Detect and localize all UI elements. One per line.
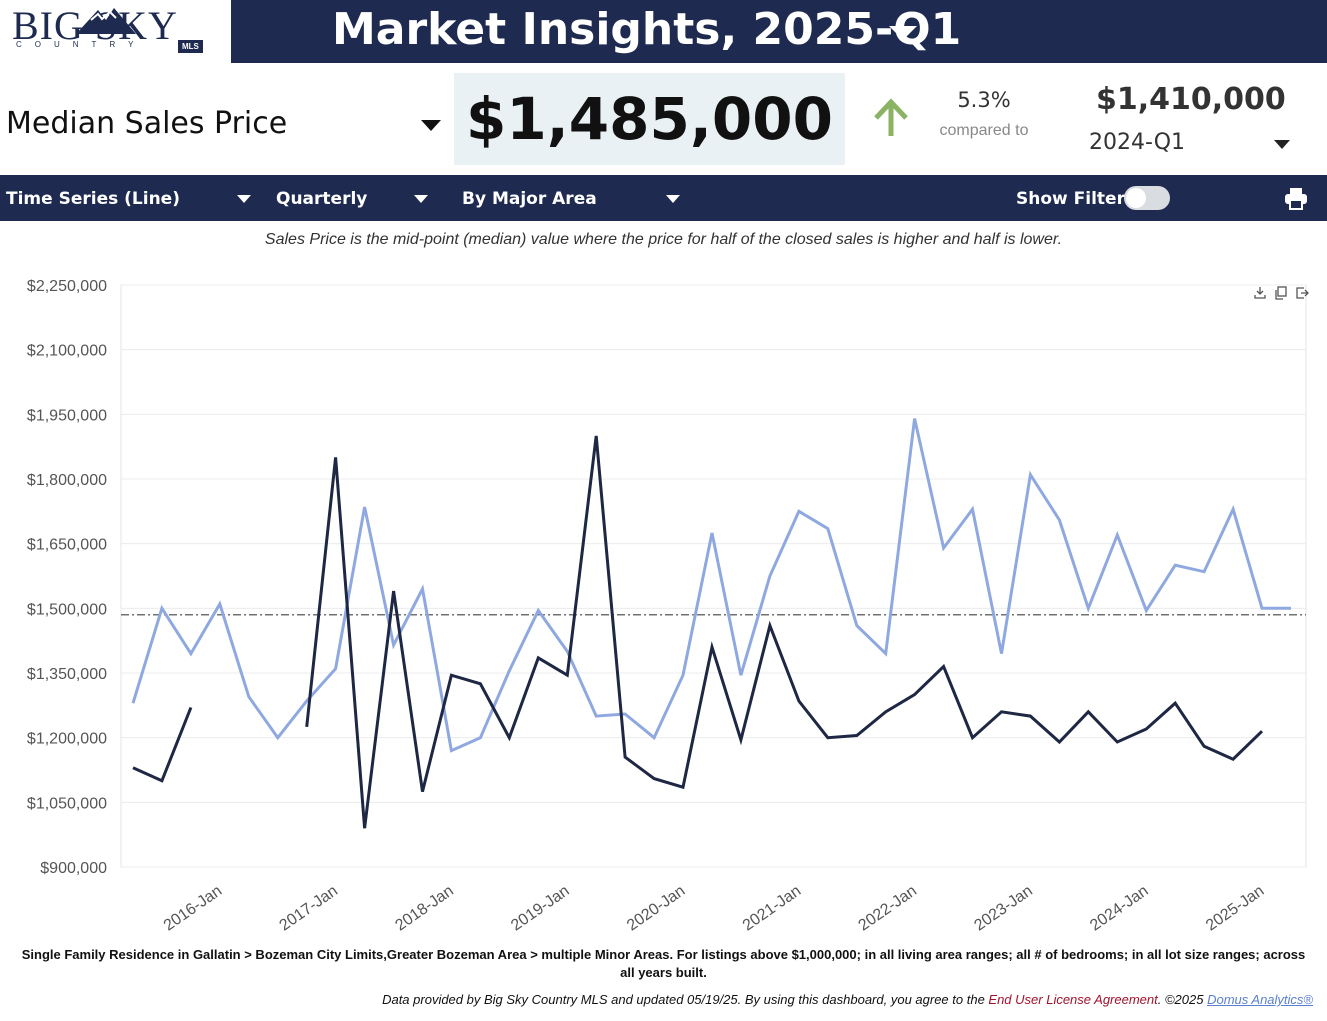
kpi-value-box: $1,485,000 (454, 73, 845, 165)
interval-dropdown[interactable]: Quarterly (266, 175, 440, 221)
x-tick-label: 2022-Jan (856, 882, 920, 934)
series-2-line (132, 706, 193, 783)
metric-label: Median Sales Price (6, 106, 288, 141)
trend-up-arrow-icon (874, 98, 908, 136)
comparison-period-label: 2024-Q1 (1089, 130, 1186, 155)
show-filters-label: Show Filters: (1016, 189, 1142, 209)
plot-area (120, 284, 1307, 868)
chevron-down-icon (421, 120, 441, 131)
chevron-down-icon (414, 195, 428, 203)
export-icon[interactable] (1295, 286, 1309, 300)
credit-copyright: . ©2025 (1157, 992, 1208, 1007)
logo-subtitle: COUNTRY (16, 40, 147, 49)
metric-description: Sales Price is the mid-point (median) va… (264, 231, 1063, 248)
filter-summary: Single Family Residence in Gallatin > Bo… (21, 947, 1306, 980)
domus-analytics-link[interactable]: Domus Analytics® (1207, 992, 1313, 1007)
x-tick-label: 2018-Jan (392, 882, 456, 934)
x-tick-label: 2016-Jan (161, 882, 225, 934)
y-tick-label: $1,950,000 (27, 407, 107, 424)
comparison-value: $1,410,000 (1096, 82, 1286, 117)
print-icon[interactable] (1284, 186, 1308, 210)
x-tick-label: 2019-Jan (508, 882, 572, 934)
interval-label: Quarterly (276, 189, 368, 209)
grouping-label: By Major Area (462, 189, 597, 209)
x-tick-label: 2021-Jan (740, 882, 804, 934)
metric-dropdown[interactable]: Median Sales Price (0, 70, 450, 175)
compared-to-label: compared to (939, 122, 1029, 139)
series-1-line (131, 418, 1291, 753)
y-tick-label: $2,100,000 (27, 343, 107, 360)
change-percent: 5.3% (957, 88, 1011, 112)
top-bar: BIG SKY COUNTRY MLS Market Insights, 202… (0, 0, 1327, 63)
y-tick-label: $1,350,000 (27, 666, 107, 683)
x-tick-label: 2017-Jan (277, 882, 341, 934)
chart-type-dropdown[interactable]: Time Series (Line) (0, 175, 262, 221)
data-credit: Data provided by Big Sky Country MLS and… (382, 992, 1313, 1007)
copy-icon[interactable] (1274, 286, 1288, 300)
y-tick-label: $1,200,000 (27, 731, 107, 748)
x-tick-label: 2025-Jan (1203, 882, 1267, 934)
show-filters-toggle[interactable] (1124, 186, 1170, 210)
x-tick-label: 2020-Jan (624, 882, 688, 934)
download-icon[interactable] (1253, 286, 1267, 300)
page-title: Market Insights, 2025-Q1 (332, 4, 962, 55)
chart-type-label: Time Series (Line) (6, 189, 180, 209)
mountain-icon (76, 8, 136, 34)
eula-link[interactable]: End User License Agreement (988, 992, 1158, 1007)
chevron-down-icon (666, 195, 680, 203)
chevron-down-icon (237, 195, 251, 203)
y-tick-label: $1,800,000 (27, 472, 107, 489)
time-series-chart: $900,000 $1,050,000 $1,200,000 $1,350,000 $1… (27, 278, 1307, 935)
x-tick-label: 2024-Jan (1087, 882, 1151, 934)
chevron-down-icon (1274, 140, 1290, 149)
y-tick-label: $1,500,000 (27, 601, 107, 618)
toggle-knob (1126, 188, 1146, 208)
series-2-line (305, 435, 1264, 829)
comparison-period-dropdown[interactable]: 2024-Q1 (1089, 130, 1299, 162)
kpi-value: $1,485,000 (466, 85, 833, 153)
options-toolbar: Time Series (Line) Quarterly By Major Ar… (0, 175, 1327, 221)
y-tick-label: $1,650,000 (27, 537, 107, 554)
credit-text: Data provided by Big Sky Country MLS and… (382, 992, 989, 1007)
y-tick-label: $1,050,000 (27, 795, 107, 812)
period-chevron-down-icon[interactable] (889, 26, 917, 40)
grouping-dropdown[interactable]: By Major Area (452, 175, 688, 221)
x-tick-label: 2023-Jan (971, 882, 1035, 934)
y-tick-label: $900,000 (40, 860, 107, 877)
logo-badge: MLS (178, 40, 203, 53)
logo: BIG SKY COUNTRY MLS (0, 0, 231, 63)
y-tick-label: $2,250,000 (27, 278, 107, 295)
